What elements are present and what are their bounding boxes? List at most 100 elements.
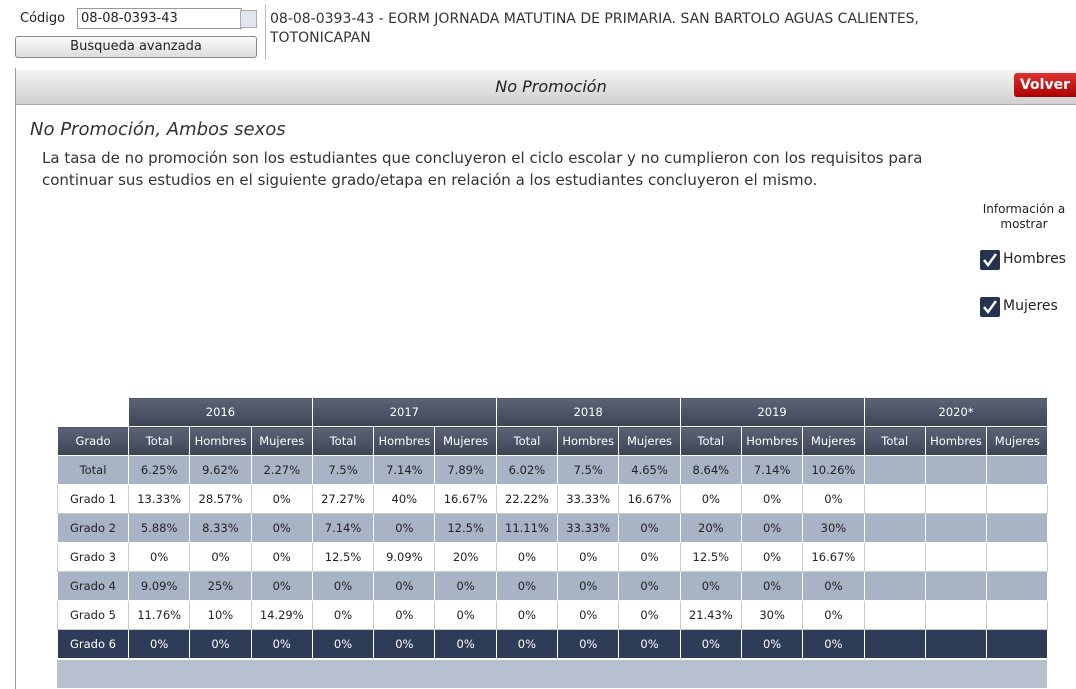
cell: 8.64% bbox=[679, 455, 742, 485]
cell: 7.14% bbox=[373, 455, 436, 485]
cell: 0% bbox=[740, 484, 804, 514]
cell: 0% bbox=[740, 542, 804, 572]
cell: 20% bbox=[434, 542, 497, 572]
code-input[interactable]: 08-08-0393-43 bbox=[77, 8, 242, 29]
empty-cell bbox=[924, 600, 988, 630]
cell: 0% bbox=[802, 600, 865, 630]
cell: 21.43% bbox=[679, 600, 742, 630]
cell: 0% bbox=[618, 571, 681, 601]
panel-title: No Promoción bbox=[495, 77, 607, 96]
cell: 0% bbox=[250, 513, 313, 543]
cell: 4.65% bbox=[618, 455, 681, 485]
cell: 0% bbox=[373, 571, 436, 601]
subheader-row: Grado Total Hombres Mujeres Total Hombres Muje… bbox=[57, 426, 1049, 456]
cell: 8.33% bbox=[189, 513, 252, 543]
check: 468102016201720182019 bbox=[983, 253, 998, 268]
year-header: 2016 bbox=[128, 397, 313, 427]
cell: 33.33% bbox=[557, 484, 620, 514]
cell: 0% bbox=[802, 571, 865, 601]
cell: 40% bbox=[373, 484, 436, 514]
table-row: Grado 6 0% 0% 0% 0% 0% 0% 0% 0% 0% 0% 0% 0% bbox=[57, 629, 1049, 659]
panel-header bbox=[16, 70, 1076, 105]
column-header: Mujeres bbox=[250, 426, 313, 456]
column-header: Mujeres bbox=[802, 426, 865, 456]
table-row: Grado 4 9.09% 25% 0% 0% 0% 0% 0% 0% 0% 0% 0% 0% bbox=[57, 571, 1049, 601]
grade-header: Grado bbox=[57, 426, 129, 456]
empty-cell bbox=[986, 542, 1049, 572]
cell: 22.22% bbox=[495, 484, 559, 514]
empty-cell bbox=[986, 484, 1049, 514]
search-icon[interactable] bbox=[240, 10, 257, 28]
cell: 6.02% bbox=[495, 455, 559, 485]
year-header: 2018 bbox=[495, 397, 681, 427]
checkbox[interactable] bbox=[980, 297, 1000, 317]
data-table: 2016 2017 2018 2019 2020* Grado Total Hombres Mu… bbox=[57, 397, 1049, 659]
cell: 0% bbox=[311, 629, 375, 659]
chart bbox=[0, 230, 920, 385]
description: continuar sus estudios en el siguiente g… bbox=[42, 171, 818, 189]
code-label: Código bbox=[20, 11, 66, 26]
table-row: Grado 3 0% 0% 0% 12.5% 9.09% 20% 0% 0% 0% 12.5% 0% 1… bbox=[57, 542, 1049, 572]
column-header: Total bbox=[311, 426, 375, 456]
cell: 0% bbox=[250, 484, 313, 514]
cell: 30% bbox=[740, 600, 804, 630]
cell: 10.26% bbox=[802, 455, 865, 485]
cell: 0% bbox=[250, 629, 313, 659]
cell: 0% bbox=[618, 542, 681, 572]
table-row: Grado 5 11.76% 10% 14.29% 0% 0% 0% 0% 0% 0% 21.43%… bbox=[57, 600, 1049, 630]
cell: 27.27% bbox=[311, 484, 375, 514]
grade-cell: Total bbox=[57, 455, 129, 485]
cell: 0% bbox=[434, 571, 497, 601]
cell: 0% bbox=[679, 571, 742, 601]
cell: 13.33% bbox=[127, 484, 191, 514]
cell: 0% bbox=[557, 571, 620, 601]
back-button[interactable]: Volver bbox=[1014, 73, 1076, 97]
cell: 0% bbox=[740, 629, 804, 659]
year-header: 2017 bbox=[311, 397, 497, 427]
advanced-search-button[interactable]: Busqueda avanzada bbox=[15, 36, 257, 58]
column-header: Hombres bbox=[189, 426, 252, 456]
cell: 0% bbox=[189, 542, 252, 572]
cell: 0% bbox=[679, 629, 742, 659]
cell: 2.27% bbox=[250, 455, 313, 485]
column-header: Hombres bbox=[924, 426, 988, 456]
empty-cell bbox=[863, 600, 926, 630]
year-header: 2019 bbox=[679, 397, 865, 427]
cell: 0% bbox=[373, 513, 436, 543]
panel bbox=[15, 68, 1076, 689]
column-header: Mujeres bbox=[434, 426, 497, 456]
cell: 14.29% bbox=[250, 600, 313, 630]
cell: 7.5% bbox=[557, 455, 620, 485]
school-name: 08-08-0393-43 - EORM JORNADA MATUTINA DE… bbox=[270, 11, 920, 27]
year-header: 2020* bbox=[863, 397, 1049, 427]
cell: 7.14% bbox=[740, 455, 804, 485]
cell: 0% bbox=[679, 484, 742, 514]
cell: 0% bbox=[250, 542, 313, 572]
cell: 28.57% bbox=[189, 484, 252, 514]
cell: 0% bbox=[802, 484, 865, 514]
empty-cell bbox=[986, 600, 1049, 630]
cell: 0% bbox=[557, 542, 620, 572]
column-header: Mujeres bbox=[618, 426, 681, 456]
grade-cell: Grado 6 bbox=[57, 629, 129, 659]
cell: 0% bbox=[740, 571, 804, 601]
cell: 16.67% bbox=[434, 484, 497, 514]
blank-cell bbox=[57, 397, 129, 427]
cell: 0% bbox=[189, 629, 252, 659]
empty-cell bbox=[924, 455, 988, 485]
checkbox[interactable]: 468102016201720182019 bbox=[980, 250, 1000, 270]
check bbox=[983, 300, 998, 315]
year-row: 2016 2017 2018 2019 2020* bbox=[57, 397, 1049, 427]
cell: 0% bbox=[311, 600, 375, 630]
empty-cell bbox=[986, 571, 1049, 601]
table-footer bbox=[57, 660, 1047, 688]
cell: 0% bbox=[740, 513, 804, 543]
cell: 11.11% bbox=[495, 513, 559, 543]
grade-cell: Grado 5 bbox=[57, 600, 129, 630]
cell: 6.25% bbox=[127, 455, 191, 485]
cell: 0% bbox=[802, 629, 865, 659]
empty-cell bbox=[924, 571, 988, 601]
cell: 0% bbox=[495, 542, 559, 572]
column-header: Hombres bbox=[557, 426, 620, 456]
cell: 12.5% bbox=[679, 542, 742, 572]
